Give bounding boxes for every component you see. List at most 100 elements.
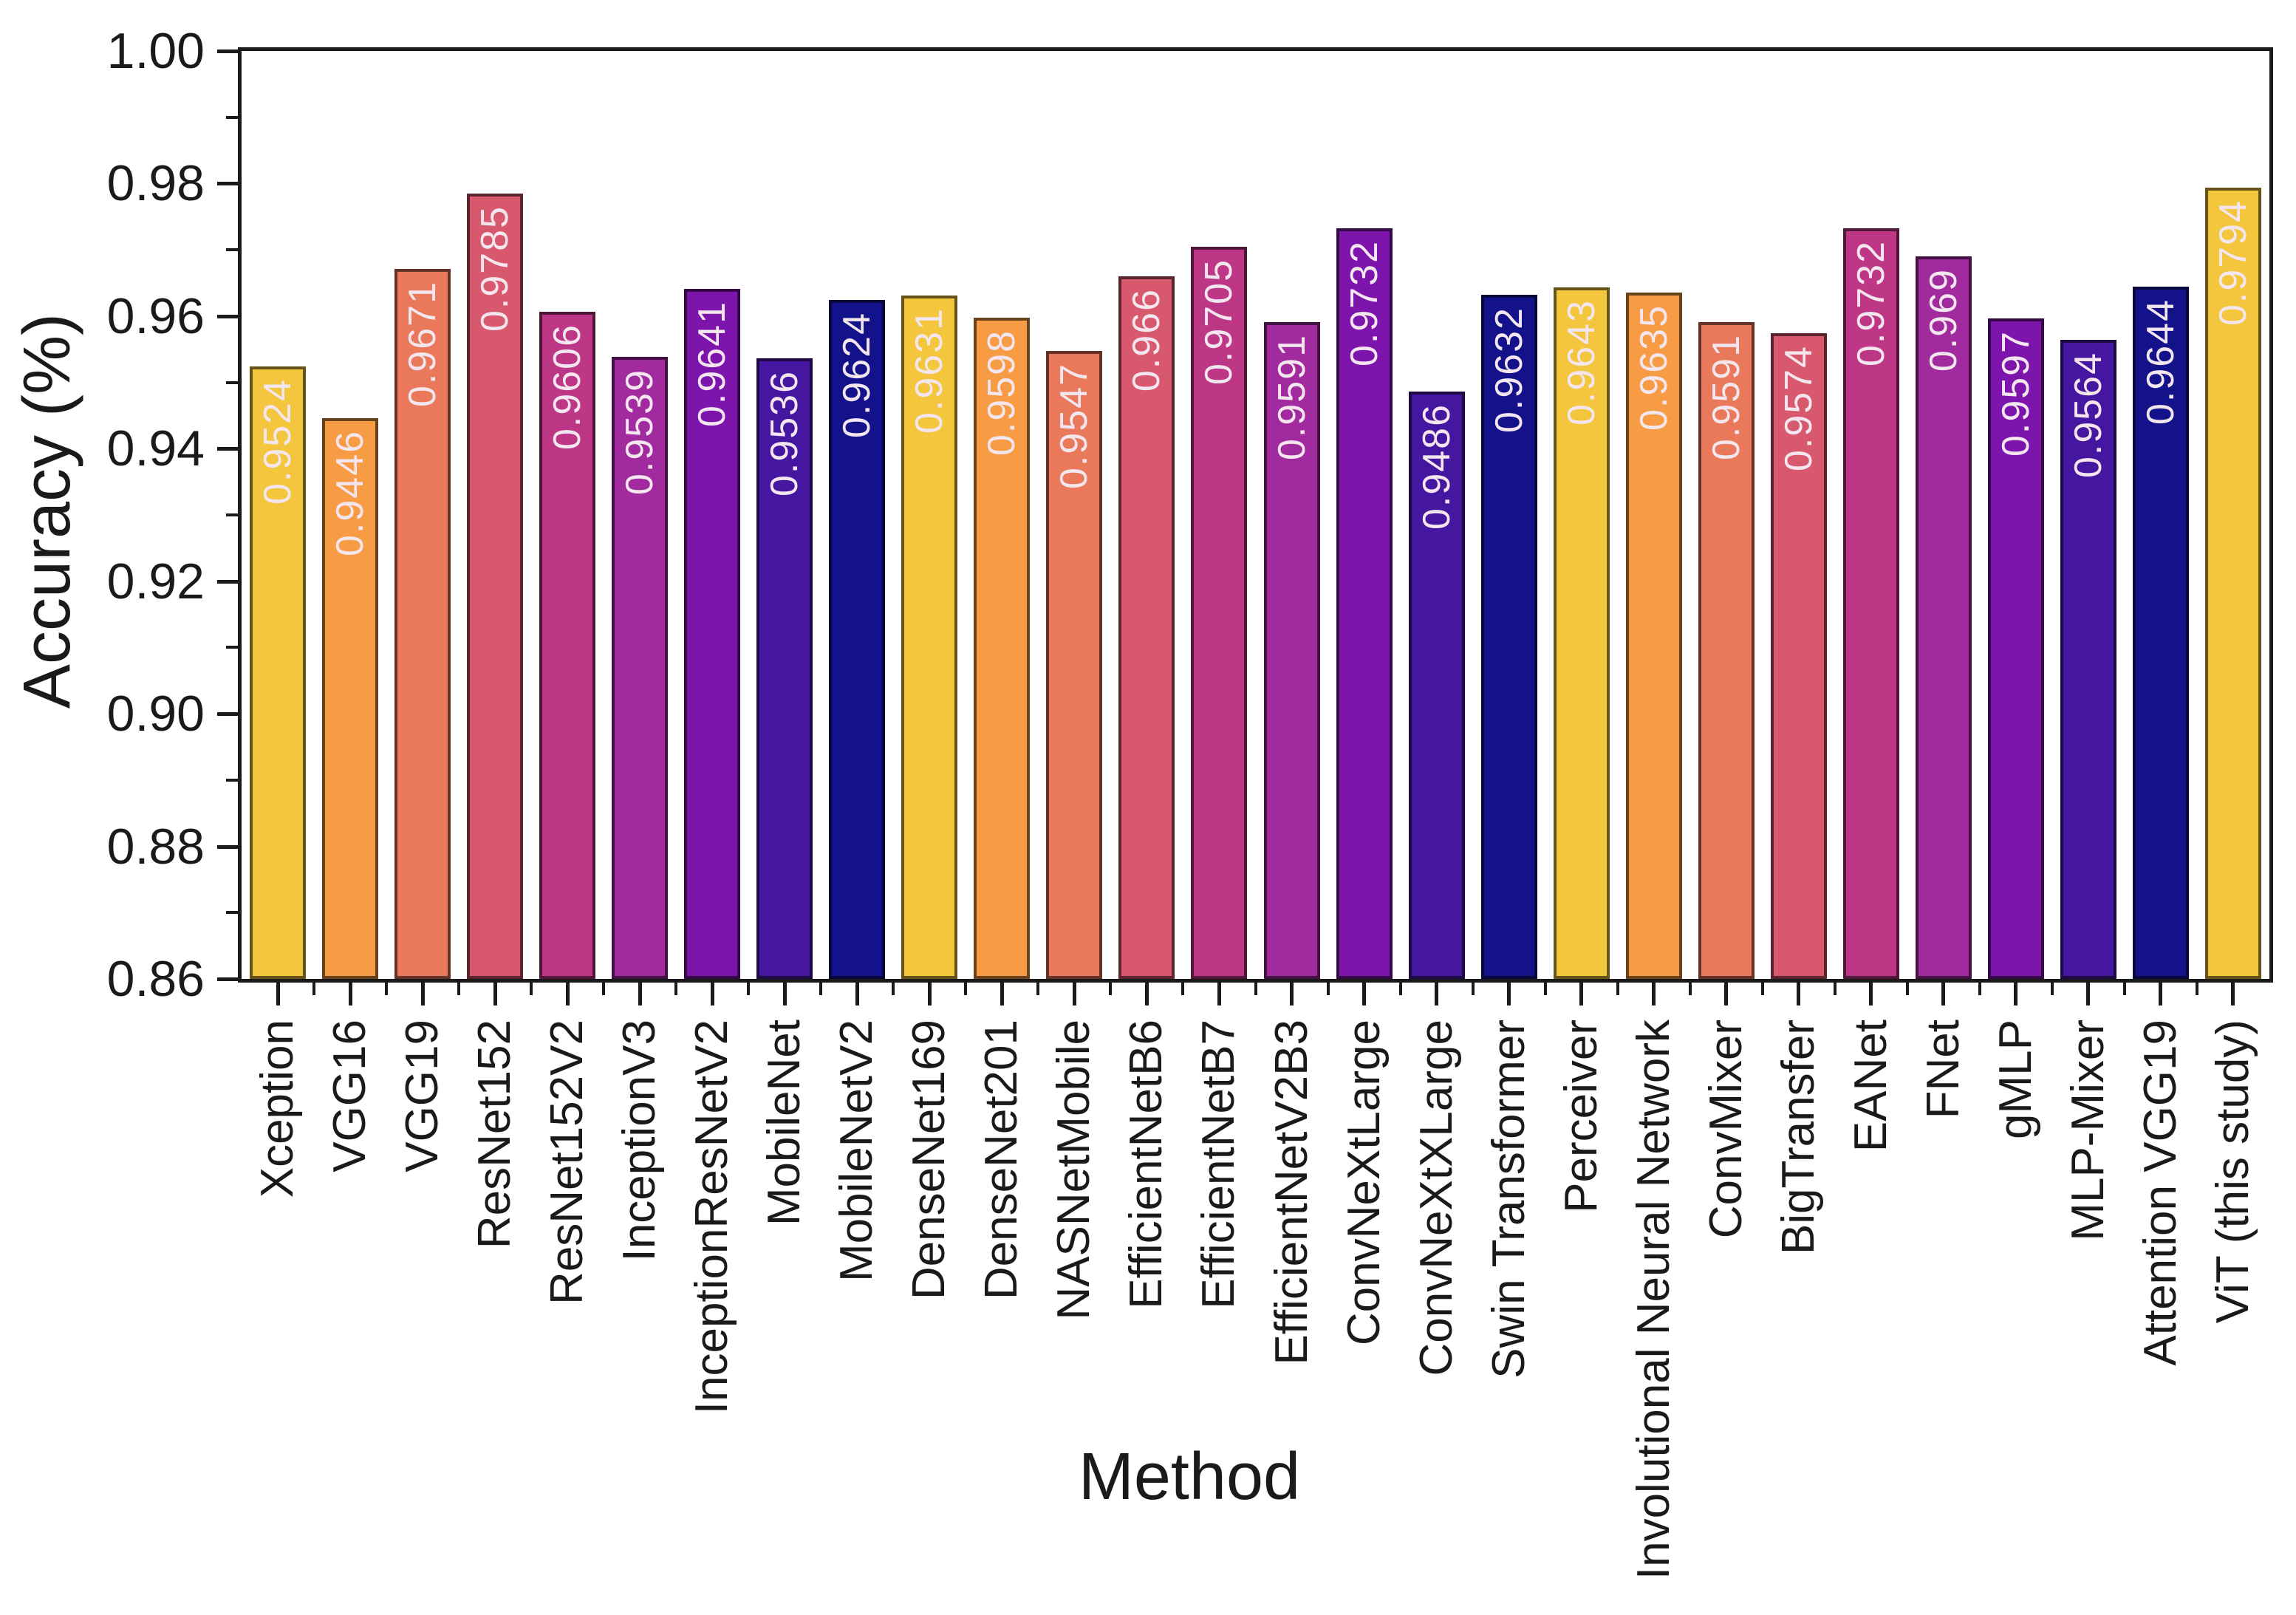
- x-minor-tick: [1254, 983, 1257, 995]
- bar: 0.9631: [901, 296, 958, 979]
- bar-value-label: 0.9794: [2211, 199, 2255, 326]
- x-major-tick: [1652, 983, 1656, 1005]
- x-minor-tick: [747, 983, 751, 995]
- bar-value-label: 0.9486: [1415, 403, 1458, 530]
- x-tick-label-box: VGG19: [386, 1020, 459, 1172]
- bar: 0.9794: [2204, 187, 2261, 979]
- x-minor-tick: [674, 983, 678, 995]
- x-tick-label-box: Xception: [241, 1020, 315, 1198]
- bar-value-label-box: 0.9671: [397, 281, 448, 407]
- y-major-tick: [217, 844, 238, 849]
- x-major-tick: [565, 983, 570, 1005]
- x-major-tick: [782, 983, 787, 1005]
- x-tick-label-box: ResNet152V2: [530, 1020, 604, 1305]
- x-tick-label-box: VGG16: [313, 1020, 387, 1172]
- bar-value-label-box: 0.9732: [1846, 240, 1896, 366]
- y-minor-tick: [226, 778, 238, 782]
- bar-value-label-box: 0.9644: [2136, 298, 2186, 425]
- x-minor-tick: [964, 983, 968, 995]
- x-tick-label: MobileNet: [759, 1020, 810, 1226]
- bar: 0.966: [1118, 276, 1175, 979]
- x-tick-label: InceptionV3: [614, 1020, 666, 1262]
- bar-value-label-box: 0.9598: [977, 330, 1027, 456]
- bar-value-label-box: 0.969: [1919, 268, 1969, 372]
- y-tick-label: 0.94: [106, 420, 205, 477]
- bar-value-label-box: 0.9539: [615, 369, 665, 495]
- bar-value-label: 0.9671: [401, 281, 445, 408]
- x-tick-label: ConvNeXtXLarge: [1410, 1020, 1462, 1376]
- x-tick-label-box: InceptionResNetV2: [675, 1020, 749, 1414]
- x-tick-label: FNet: [1917, 1020, 1969, 1119]
- bar-value-label-box: 0.9794: [2208, 199, 2258, 326]
- y-tick-label: 0.88: [106, 818, 205, 875]
- x-minor-tick: [1616, 983, 1619, 995]
- bar: 0.9624: [829, 300, 886, 979]
- x-minor-tick: [1833, 983, 1837, 995]
- x-tick-label-box: Swin Transformer: [1472, 1020, 1546, 1379]
- bar-value-label: 0.9732: [1342, 240, 1386, 367]
- bar-value-label-box: 0.9635: [1629, 304, 1679, 431]
- x-major-tick: [276, 983, 280, 1005]
- bar-value-label-box: 0.9564: [2063, 352, 2114, 478]
- x-minor-tick: [2122, 983, 2126, 995]
- x-tick-label: ViT (this study): [2207, 1020, 2258, 1324]
- bar-value-label: 0.9598: [980, 329, 1024, 456]
- bar-value-label: 0.9624: [836, 312, 879, 439]
- bar-value-label: 0.9644: [2139, 298, 2182, 426]
- x-major-tick: [2231, 983, 2235, 1005]
- x-tick-label-box: Involutional Neural Network: [1617, 1020, 1691, 1580]
- bar: 0.9536: [756, 358, 813, 979]
- bar: 0.9597: [1987, 318, 2044, 979]
- y-major-tick: [217, 579, 238, 584]
- x-major-tick: [1724, 983, 1729, 1005]
- y-tick-label: 0.98: [106, 155, 205, 212]
- bar-value-label: 0.9564: [2066, 352, 2110, 479]
- x-minor-tick: [1760, 983, 1764, 995]
- x-major-tick: [1869, 983, 1873, 1005]
- y-tick-label: 1.00: [106, 23, 205, 79]
- x-minor-tick: [457, 983, 461, 995]
- x-major-tick: [2086, 983, 2091, 1005]
- bar: 0.9785: [467, 193, 524, 979]
- x-tick-label-box: BigTransfer: [1762, 1020, 1836, 1254]
- bar-value-label-box: 0.9597: [1991, 330, 2041, 457]
- x-tick-label-box: MobileNetV2: [820, 1020, 894, 1282]
- x-major-tick: [1362, 983, 1367, 1005]
- x-minor-tick: [1905, 983, 1909, 995]
- bar-value-label: 0.9446: [329, 430, 372, 557]
- bar: 0.9539: [612, 356, 669, 979]
- y-tick-label: 0.96: [106, 287, 205, 344]
- y-major-tick: [217, 49, 238, 53]
- x-minor-tick: [1543, 983, 1547, 995]
- x-major-tick: [1797, 983, 1801, 1005]
- x-tick-label: EfficientNetB6: [1121, 1020, 1172, 1309]
- bar: 0.9732: [1336, 228, 1393, 979]
- bar-value-label: 0.9536: [763, 370, 807, 497]
- bar-value-label: 0.9632: [1487, 307, 1531, 434]
- bar: 0.9671: [394, 269, 451, 979]
- bar: 0.9635: [1625, 293, 1682, 979]
- x-minor-tick: [530, 983, 533, 995]
- x-tick-label: Involutional Neural Network: [1627, 1020, 1679, 1580]
- bar-value-label-box: 0.9606: [542, 324, 592, 450]
- bar-value-label: 0.9732: [1849, 240, 1893, 367]
- bar-value-label-box: 0.966: [1121, 288, 1172, 392]
- x-tick-label-box: ViT (this study): [2196, 1020, 2270, 1323]
- y-tick-label: 0.92: [106, 553, 205, 610]
- x-minor-tick: [602, 983, 606, 995]
- x-major-tick: [927, 983, 932, 1005]
- x-minor-tick: [1109, 983, 1113, 995]
- x-tick-label-box: NASNetMobile: [1037, 1020, 1111, 1320]
- bar: 0.9524: [250, 366, 307, 979]
- x-tick-label-box: Attention VGG19: [2124, 1020, 2198, 1366]
- x-major-tick: [1507, 983, 1511, 1005]
- x-tick-label-box: InceptionV3: [603, 1020, 677, 1261]
- bar-value-label: 0.9547: [1053, 363, 1096, 490]
- x-major-tick: [1072, 983, 1076, 1005]
- bar-value-label-box: 0.9547: [1049, 363, 1099, 489]
- y-minor-tick: [226, 911, 238, 915]
- x-tick-label: Xception: [252, 1020, 304, 1198]
- bar: 0.9643: [1553, 287, 1610, 979]
- x-tick-label-box: ConvMixer: [1689, 1020, 1763, 1238]
